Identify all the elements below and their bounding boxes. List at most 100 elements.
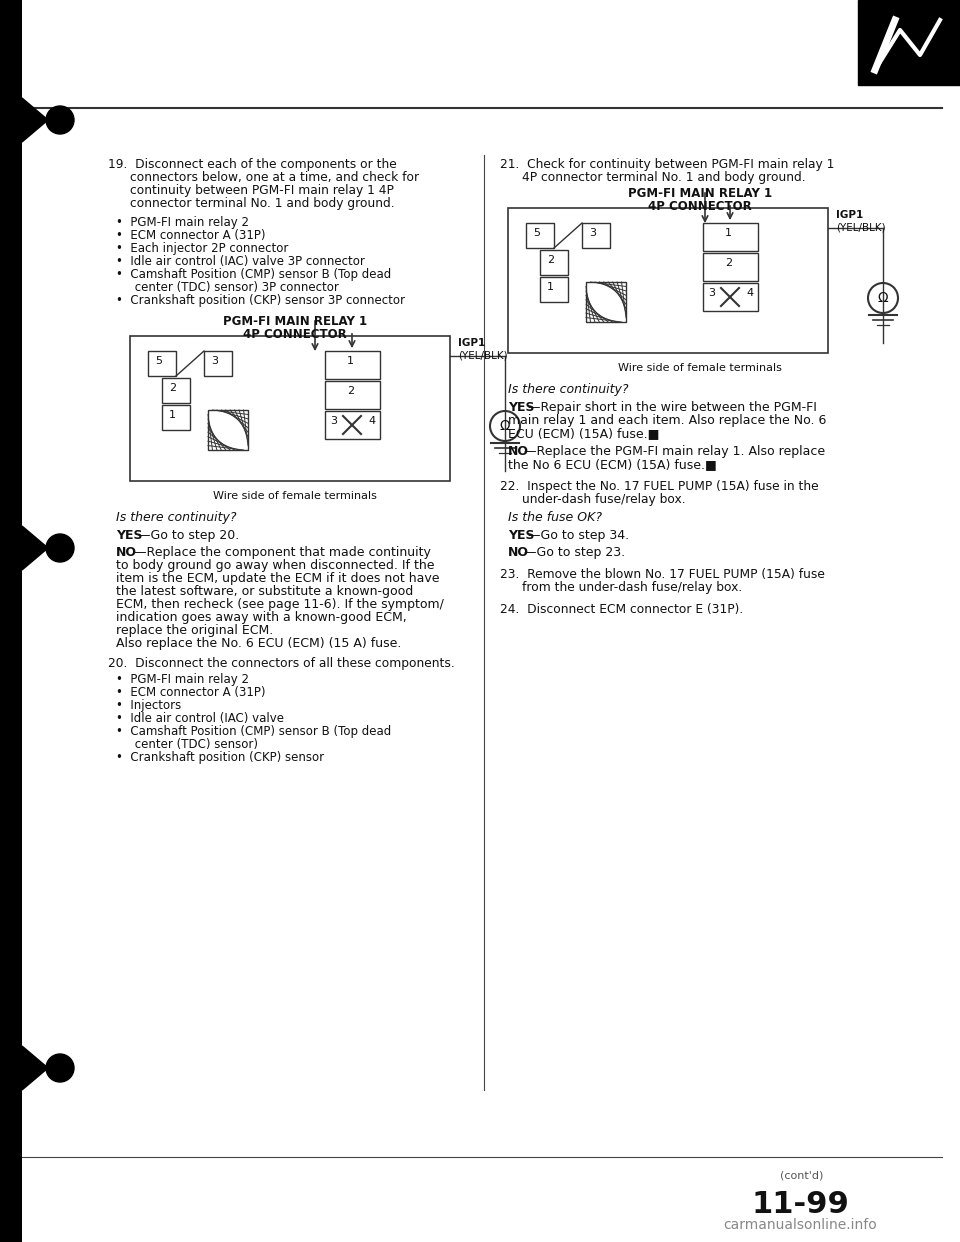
Text: main relay 1 and each item. Also replace the No. 6: main relay 1 and each item. Also replace… xyxy=(508,414,827,427)
Text: center (TDC) sensor) 3P connector: center (TDC) sensor) 3P connector xyxy=(116,281,339,294)
Text: from the under-dash fuse/relay box.: from the under-dash fuse/relay box. xyxy=(522,581,742,594)
Bar xyxy=(586,282,626,322)
Bar xyxy=(703,283,758,310)
Text: YES: YES xyxy=(508,529,535,542)
Text: replace the original ECM.: replace the original ECM. xyxy=(116,623,274,637)
Text: PGM-FI MAIN RELAY 1: PGM-FI MAIN RELAY 1 xyxy=(223,315,367,328)
Text: connectors below, one at a time, and check for: connectors below, one at a time, and che… xyxy=(130,171,420,184)
Text: 1: 1 xyxy=(547,282,554,292)
Text: 1: 1 xyxy=(347,356,354,366)
Text: —Replace the PGM-FI main relay 1. Also replace: —Replace the PGM-FI main relay 1. Also r… xyxy=(524,445,826,458)
Text: carmanualsonline.info: carmanualsonline.info xyxy=(723,1218,876,1232)
Text: •  Crankshaft position (CKP) sensor 3P connector: • Crankshaft position (CKP) sensor 3P co… xyxy=(116,294,405,307)
Text: 4: 4 xyxy=(368,416,375,426)
Text: Is the fuse OK?: Is the fuse OK? xyxy=(508,510,602,524)
Text: —Go to step 23.: —Go to step 23. xyxy=(524,546,625,559)
Text: 5: 5 xyxy=(533,229,540,238)
Text: item is the ECM, update the ECM if it does not have: item is the ECM, update the ECM if it do… xyxy=(116,573,440,585)
Text: NO: NO xyxy=(508,445,529,458)
Text: NO: NO xyxy=(116,546,137,559)
Text: 2: 2 xyxy=(347,386,354,396)
Bar xyxy=(540,277,568,302)
Bar xyxy=(162,405,190,430)
Text: center (TDC) sensor): center (TDC) sensor) xyxy=(116,738,258,751)
Bar xyxy=(526,224,554,248)
Text: —Replace the component that made continuity: —Replace the component that made continu… xyxy=(134,546,431,559)
Polygon shape xyxy=(22,98,48,142)
Text: 4P CONNECTOR: 4P CONNECTOR xyxy=(648,200,752,212)
Text: Is there continuity?: Is there continuity? xyxy=(116,510,236,524)
Text: (cont'd): (cont'd) xyxy=(780,1170,824,1180)
Text: 24.  Disconnect ECM connector E (31P).: 24. Disconnect ECM connector E (31P). xyxy=(500,604,743,616)
Bar xyxy=(858,0,960,84)
Polygon shape xyxy=(22,1046,48,1090)
Text: ECM, then recheck (see page 11-6). If the symptom/: ECM, then recheck (see page 11-6). If th… xyxy=(116,597,444,611)
Text: Ω: Ω xyxy=(877,291,888,306)
Text: Ω: Ω xyxy=(500,419,511,433)
Text: 1: 1 xyxy=(725,229,732,238)
Text: 3: 3 xyxy=(589,229,596,238)
Circle shape xyxy=(46,534,74,561)
Bar xyxy=(508,207,828,353)
Text: indication goes away with a known-good ECM,: indication goes away with a known-good E… xyxy=(116,611,407,623)
Text: —Go to step 20.: —Go to step 20. xyxy=(138,529,239,542)
Bar xyxy=(0,0,22,1242)
Text: 3: 3 xyxy=(708,288,715,298)
Text: 11-99: 11-99 xyxy=(751,1190,849,1218)
Text: •  Each injector 2P connector: • Each injector 2P connector xyxy=(116,242,288,255)
Polygon shape xyxy=(22,527,48,570)
Text: 22.  Inspect the No. 17 FUEL PUMP (15A) fuse in the: 22. Inspect the No. 17 FUEL PUMP (15A) f… xyxy=(500,479,819,493)
Text: (YEL/BLK): (YEL/BLK) xyxy=(458,351,508,361)
Text: —Repair short in the wire between the PGM-FI: —Repair short in the wire between the PG… xyxy=(528,401,817,414)
Bar xyxy=(325,381,380,409)
Text: —Go to step 34.: —Go to step 34. xyxy=(528,529,629,542)
Text: PGM-FI MAIN RELAY 1: PGM-FI MAIN RELAY 1 xyxy=(628,188,772,200)
Text: IGP1: IGP1 xyxy=(458,338,485,348)
Bar xyxy=(703,253,758,281)
Text: •  Camshaft Position (CMP) sensor B (Top dead: • Camshaft Position (CMP) sensor B (Top … xyxy=(116,268,392,281)
Text: •  ECM connector A (31P): • ECM connector A (31P) xyxy=(116,229,266,242)
Text: 23.  Remove the blown No. 17 FUEL PUMP (15A) fuse: 23. Remove the blown No. 17 FUEL PUMP (1… xyxy=(500,568,825,581)
Text: 4P CONNECTOR: 4P CONNECTOR xyxy=(243,328,347,342)
Text: Also replace the No. 6 ECU (ECM) (15 A) fuse.: Also replace the No. 6 ECU (ECM) (15 A) … xyxy=(116,637,401,650)
Text: 1: 1 xyxy=(169,410,176,420)
Bar xyxy=(130,337,450,481)
Text: 20.  Disconnect the connectors of all these components.: 20. Disconnect the connectors of all the… xyxy=(108,657,455,669)
Text: NO: NO xyxy=(508,546,529,559)
Text: the latest software, or substitute a known-good: the latest software, or substitute a kno… xyxy=(116,585,413,597)
Text: under-dash fuse/relay box.: under-dash fuse/relay box. xyxy=(522,493,685,505)
Bar xyxy=(540,250,568,274)
Bar xyxy=(148,351,176,376)
Circle shape xyxy=(46,1054,74,1082)
Text: 21.  Check for continuity between PGM-FI main relay 1: 21. Check for continuity between PGM-FI … xyxy=(500,158,834,171)
Text: the No 6 ECU (ECM) (15A) fuse.■: the No 6 ECU (ECM) (15A) fuse.■ xyxy=(508,458,717,471)
Text: 5: 5 xyxy=(155,356,162,366)
Text: 2: 2 xyxy=(169,383,176,392)
Text: 2: 2 xyxy=(725,258,732,268)
Text: Wire side of female terminals: Wire side of female terminals xyxy=(213,491,377,501)
Text: IGP1: IGP1 xyxy=(836,210,863,220)
Text: •  Idle air control (IAC) valve 3P connector: • Idle air control (IAC) valve 3P connec… xyxy=(116,255,365,268)
Bar xyxy=(703,224,758,251)
Bar xyxy=(162,378,190,402)
Text: continuity between PGM-FI main relay 1 4P: continuity between PGM-FI main relay 1 4… xyxy=(130,184,394,197)
Text: to body ground go away when disconnected. If the: to body ground go away when disconnected… xyxy=(116,559,435,573)
Bar xyxy=(325,411,380,438)
Bar xyxy=(204,351,232,376)
Text: YES: YES xyxy=(116,529,142,542)
Text: •  PGM-FI main relay 2: • PGM-FI main relay 2 xyxy=(116,673,249,686)
Text: •  Crankshaft position (CKP) sensor: • Crankshaft position (CKP) sensor xyxy=(116,751,324,764)
Text: connector terminal No. 1 and body ground.: connector terminal No. 1 and body ground… xyxy=(130,197,395,210)
Bar xyxy=(582,224,610,248)
Text: Is there continuity?: Is there continuity? xyxy=(508,383,629,396)
Text: ECU (ECM) (15A) fuse.■: ECU (ECM) (15A) fuse.■ xyxy=(508,427,660,440)
Text: YES: YES xyxy=(508,401,535,414)
Text: •  PGM-FI main relay 2: • PGM-FI main relay 2 xyxy=(116,216,249,229)
Text: 4: 4 xyxy=(746,288,754,298)
Bar xyxy=(325,351,380,379)
Text: (YEL/BLK): (YEL/BLK) xyxy=(836,224,886,233)
Text: 4P connector terminal No. 1 and body ground.: 4P connector terminal No. 1 and body gro… xyxy=(522,171,805,184)
Text: •  Camshaft Position (CMP) sensor B (Top dead: • Camshaft Position (CMP) sensor B (Top … xyxy=(116,725,392,738)
Text: •  Idle air control (IAC) valve: • Idle air control (IAC) valve xyxy=(116,712,284,725)
Text: •  ECM connector A (31P): • ECM connector A (31P) xyxy=(116,686,266,699)
